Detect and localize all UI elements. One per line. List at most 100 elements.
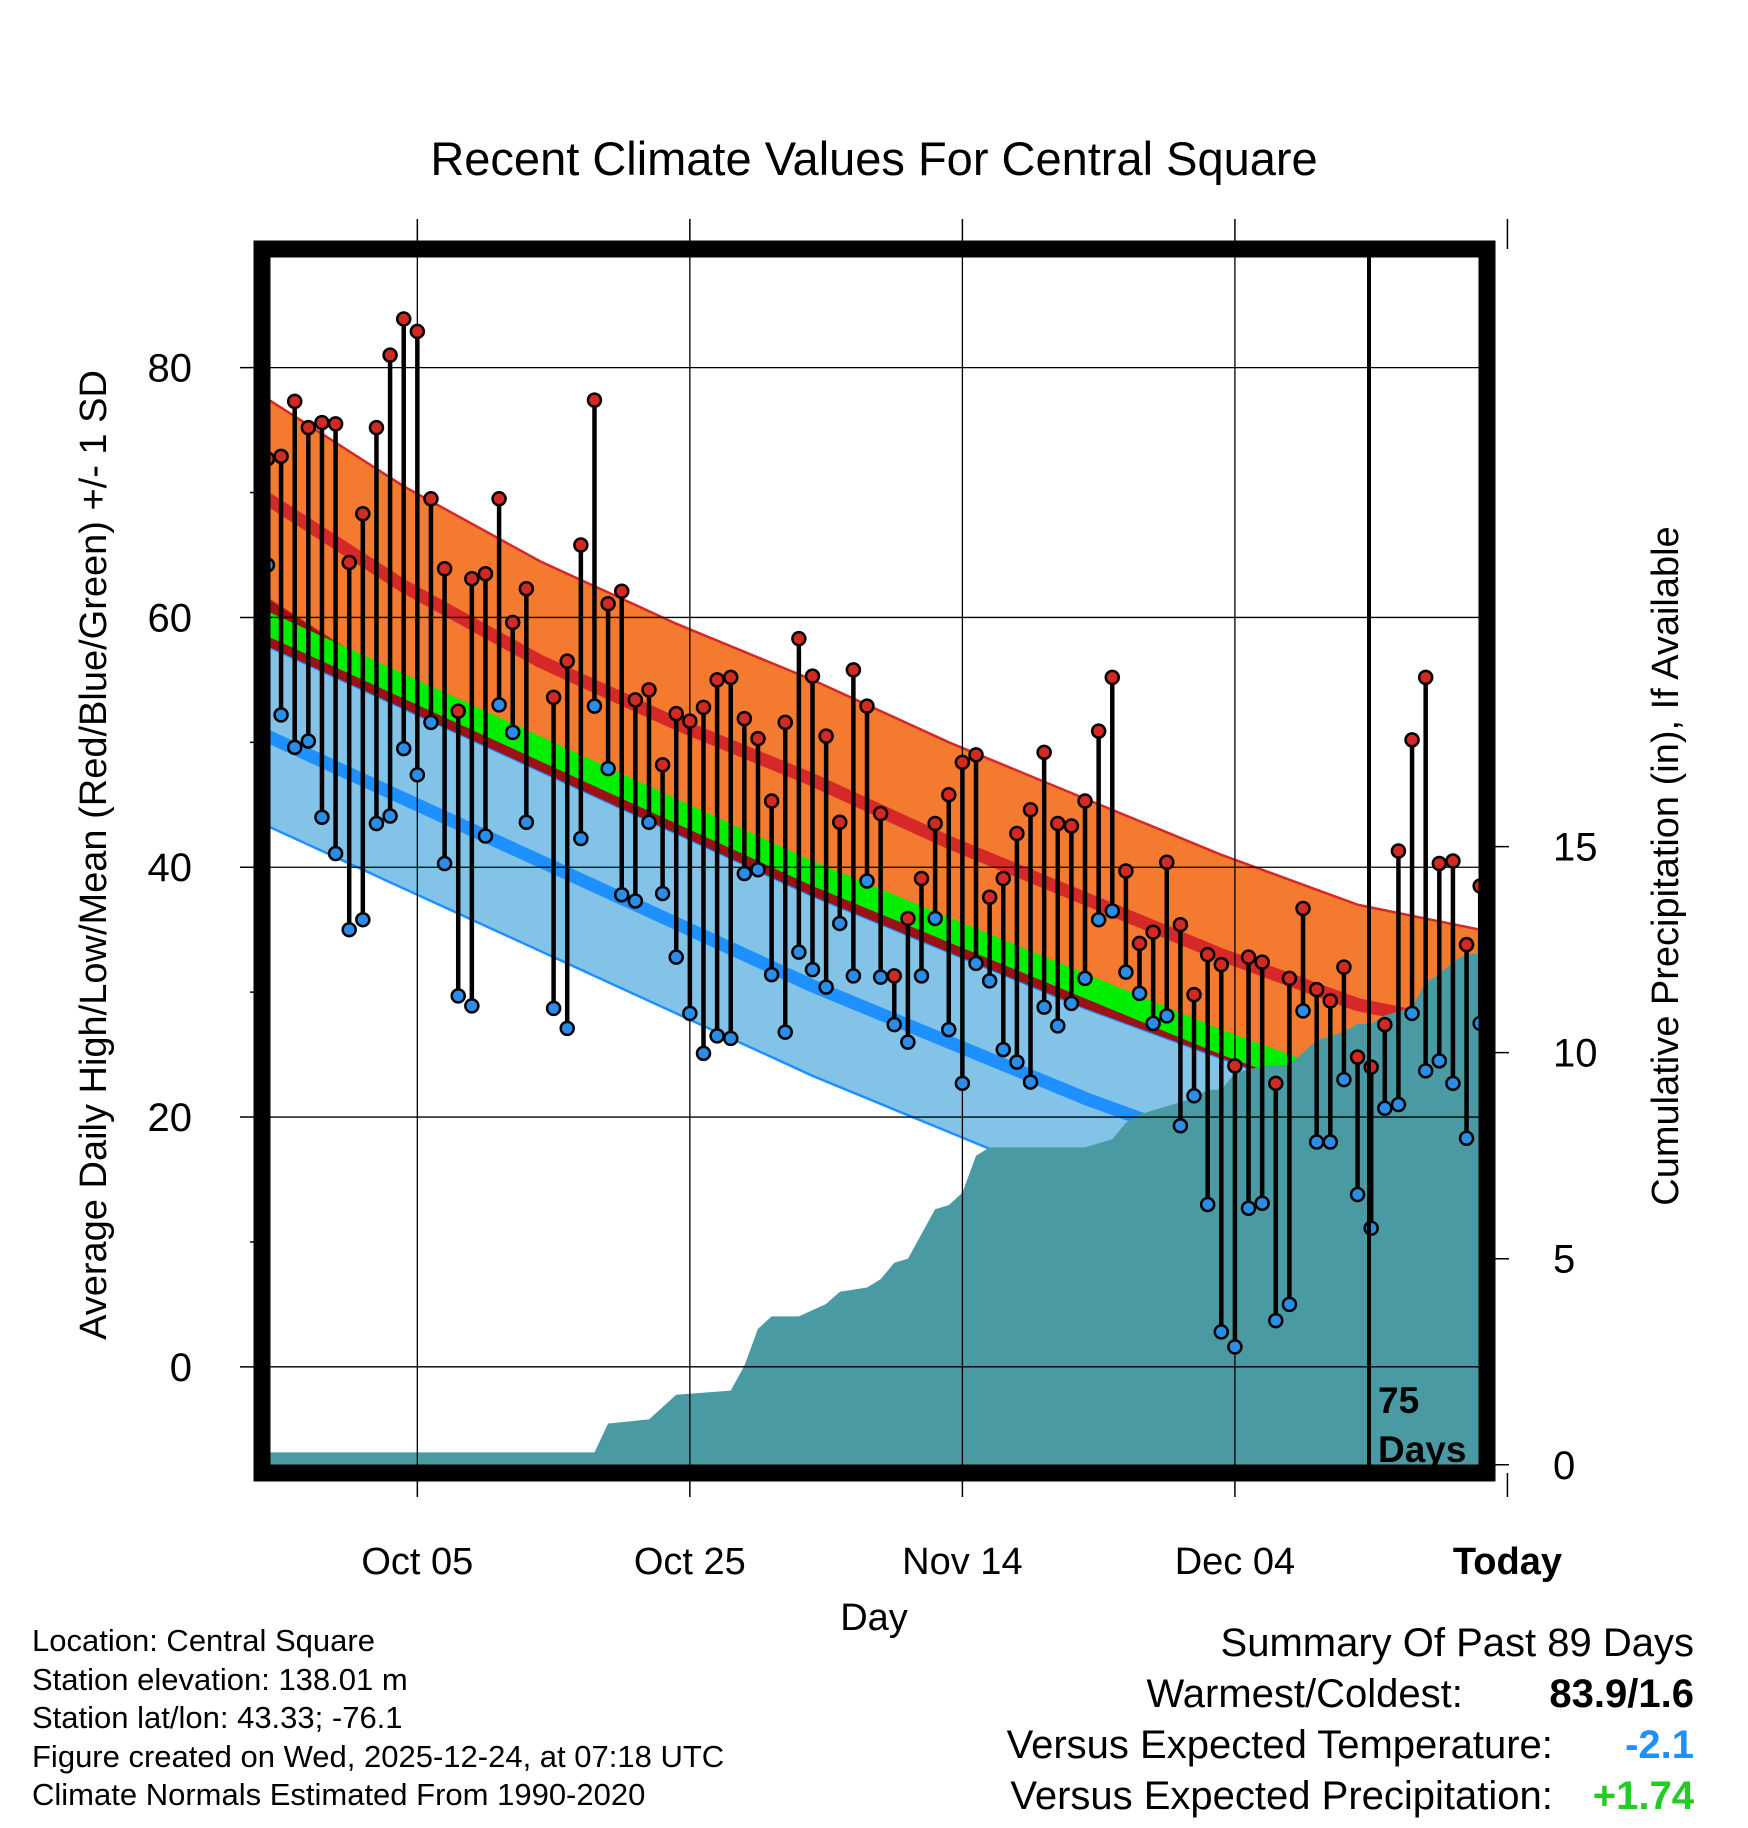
daily-low-point (845, 968, 862, 984)
warm-cold-label: Warmest/Coldest: (1146, 1672, 1463, 1716)
daily-high-point (981, 889, 998, 905)
daily-high-point (1281, 970, 1298, 987)
daily-high-point (682, 713, 698, 729)
daily-high-point (1431, 855, 1448, 872)
daily-low-point (1377, 1100, 1393, 1117)
daily-high-point (818, 728, 834, 744)
daily-high-point (927, 815, 943, 832)
daily-high-point (1131, 935, 1148, 952)
daily-low-point (327, 845, 344, 862)
daily-high-point (300, 419, 317, 436)
daily-low-point (1090, 911, 1107, 928)
daily-low-point (995, 1041, 1012, 1058)
daily-high-point (941, 787, 957, 803)
daily-low-point (545, 1000, 562, 1017)
daily-high-point (1186, 986, 1202, 1003)
daily-low-point (518, 814, 535, 831)
normals-text: Climate Normals Estimated From 1990-2020 (32, 1777, 646, 1812)
daily-high-point (1363, 1059, 1379, 1075)
station-info: Location: Central Square Station elevati… (32, 1622, 724, 1815)
daily-low-point (464, 998, 480, 1014)
daily-low-point (600, 760, 616, 777)
daily-high-point (1145, 924, 1161, 940)
today-days-count: 75 (1378, 1380, 1419, 1421)
daily-high-point (913, 870, 930, 887)
daily-high-point (395, 311, 412, 327)
precip-value: +1.74 (1592, 1774, 1694, 1818)
daily-high-point (763, 793, 780, 809)
daily-high-point (845, 662, 862, 678)
daily-high-point (1390, 843, 1407, 859)
daily-high-point (491, 491, 507, 507)
plot-frame (253, 240, 1496, 1482)
daily-low-point (1322, 1134, 1339, 1150)
daily-high-point (341, 554, 357, 571)
daily-high-point (859, 698, 875, 714)
daily-high-point (1349, 1049, 1366, 1065)
daily-low-point (436, 855, 453, 872)
daily-high-point (750, 730, 766, 747)
daily-low-point (941, 1021, 957, 1038)
elevation-text: Station elevation: 138.01 m (32, 1661, 408, 1697)
y2-tick-label: 10 (1553, 1032, 1598, 1076)
daily-low-point (409, 767, 426, 783)
daily-low-point (1186, 1088, 1202, 1104)
daily-low-point (641, 814, 657, 831)
daily-low-point (750, 861, 766, 878)
daily-low-point (1336, 1071, 1352, 1088)
daily-low-point (504, 724, 521, 741)
daily-low-point (859, 873, 875, 889)
daily-high-point (668, 705, 684, 722)
daily-low-point (1390, 1096, 1407, 1113)
daily-high-point (995, 870, 1012, 887)
daily-high-point (695, 699, 712, 716)
daily-low-point (900, 1034, 916, 1050)
latlon-text: Station lat/lon: 43.33; -76.1 (32, 1700, 403, 1735)
daily-low-point (1254, 1195, 1270, 1211)
daily-high-point (1322, 993, 1339, 1009)
daily-low-point (981, 973, 998, 989)
daily-high-point (722, 669, 739, 686)
daily-high-point (1118, 863, 1134, 879)
daily-high-point (600, 595, 616, 612)
daily-high-point (464, 570, 480, 587)
y-tick-label: 40 (148, 846, 193, 890)
location-text: Location: Central Square (32, 1623, 375, 1658)
daily-high-point (1404, 732, 1420, 748)
daily-low-point (1077, 970, 1093, 987)
summary-panel: Summary Of Past 89 Days Warmest/Coldest:… (1007, 1618, 1694, 1822)
daily-low-point (1240, 1200, 1257, 1216)
y-tick-label: 60 (148, 596, 193, 640)
daily-low-point (300, 733, 317, 749)
daily-high-point (382, 347, 398, 363)
daily-high-point (641, 682, 657, 698)
daily-high-point (1199, 946, 1216, 963)
daily-low-point (1268, 1312, 1284, 1329)
daily-high-point (1050, 815, 1066, 832)
daily-high-point (436, 560, 453, 577)
warm-cold-value: 83.9/1.6 (1549, 1672, 1694, 1716)
daily-high-point (832, 814, 848, 831)
daily-low-point (423, 714, 439, 731)
y2-tick-label: 15 (1553, 826, 1598, 870)
daily-high-point (968, 747, 984, 763)
daily-low-point (791, 944, 807, 960)
daily-low-point (736, 865, 753, 882)
daily-low-point (273, 707, 289, 723)
daily-high-point (1009, 825, 1025, 842)
daily-high-point (1172, 916, 1189, 933)
daily-low-point (1172, 1118, 1189, 1134)
daily-high-point (872, 805, 889, 822)
y-tick-label: 20 (148, 1096, 193, 1140)
daily-low-point (382, 808, 398, 824)
summary-warm-cold: Warmest/Coldest: 83.9/1.6 (1007, 1669, 1695, 1720)
daily-low-point (1295, 1003, 1311, 1019)
daily-high-point (273, 448, 289, 465)
daily-low-point (804, 961, 821, 978)
x-tick-label: Oct 05 (361, 1541, 473, 1583)
daily-high-point (1213, 956, 1230, 973)
precipitation-layer (267, 953, 1487, 1473)
daily-low-point (1036, 999, 1052, 1015)
x-axis-label: Day (840, 1597, 908, 1639)
daily-low-point (695, 1045, 712, 1062)
